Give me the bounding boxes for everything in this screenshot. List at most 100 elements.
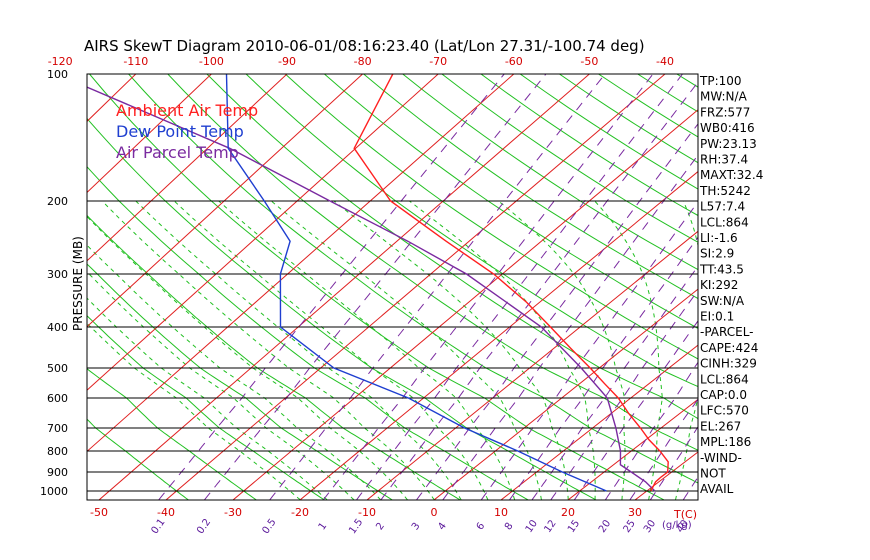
- pressure-tick-label: 200: [47, 195, 68, 208]
- sounding-index: TT:43.5: [699, 262, 744, 276]
- mixing-ratio-label: 0.2: [195, 517, 213, 536]
- moist-adiabat: [135, 200, 462, 500]
- top-temp-tick-label: -120: [48, 55, 73, 68]
- dry-adiabat: [284, 74, 698, 360]
- moist-adiabat: [173, 200, 489, 500]
- pressure-tick-label: 100: [47, 68, 68, 81]
- dry-adiabat: [87, 418, 189, 500]
- sounding-index: L57:7.4: [700, 200, 745, 214]
- dry-adiabat: [206, 74, 698, 420]
- bottom-temp-tick-label: -30: [224, 506, 242, 519]
- sounding-index: TP:100: [699, 74, 742, 88]
- moist-adiabat: [409, 200, 596, 500]
- isotherm: [165, 74, 666, 500]
- isotherm: [232, 109, 698, 500]
- sounding-index: LFC:570: [700, 404, 749, 418]
- plot-frame: [86, 73, 699, 501]
- dry-adiabat: [794, 74, 870, 500]
- sounding-index: PW:23.13: [700, 137, 757, 151]
- isotherm: [87, 74, 439, 391]
- mixing-ratio-label: 8: [503, 521, 516, 533]
- sounding-index: -PARCEL-: [700, 325, 754, 339]
- bottom-temp-tick-label: 0: [431, 506, 438, 519]
- top-temp-tick-label: -110: [123, 55, 148, 68]
- bottom-temp-tick-label: 30: [628, 506, 642, 519]
- isotherm: [98, 74, 591, 500]
- pressure-tick-label: 400: [47, 321, 68, 334]
- top-temp-tick-label: -80: [354, 55, 372, 68]
- top-temp-tick-label: -40: [656, 55, 674, 68]
- sounding-index: RH:37.4: [700, 153, 748, 167]
- isotherm: [87, 74, 288, 262]
- dry-adiabat: [87, 368, 257, 500]
- mixing-ratio-line: [442, 154, 698, 500]
- sounding-index: SW:N/A: [700, 294, 745, 308]
- dew-point-temp-line: [225, 74, 607, 492]
- dry-adiabat: [87, 314, 325, 500]
- mixing-ratio-line: [480, 200, 698, 500]
- top-temp-tick-label: -60: [505, 55, 523, 68]
- sounding-index: EI:0.1: [700, 310, 734, 324]
- mixing-ratio-line: [550, 289, 698, 500]
- sounding-index: NOT: [700, 467, 726, 481]
- mixing-ratio-label: 1: [317, 521, 330, 533]
- pressure-tick-label: 700: [47, 422, 68, 435]
- x-axis-units-label: T(C): [673, 508, 697, 521]
- mixing-ratio-units-label: (g/kg): [662, 520, 692, 531]
- isotherm: [500, 344, 698, 500]
- sounding-index: WB0:416: [700, 121, 755, 135]
- mixing-ratio-line: [629, 398, 698, 500]
- top-temp-tick-label: -90: [278, 55, 296, 68]
- moist-adiabat: [218, 200, 516, 500]
- ambient-air-temp-line: [353, 74, 669, 492]
- air-parcel-temp-line: [87, 86, 656, 492]
- mixing-ratio-label: 3: [410, 521, 423, 533]
- isotherm: [299, 170, 698, 500]
- bottom-temp-tick-label: 10: [494, 506, 508, 519]
- pressure-tick-label: 900: [47, 466, 68, 479]
- dry-adiabat: [834, 74, 870, 500]
- mixing-ratio-label: 4: [436, 521, 449, 533]
- sounding-index: KI:292: [700, 278, 738, 292]
- mixing-ratio-line: [604, 361, 698, 500]
- legend-entry: Air Parcel Temp: [116, 143, 239, 162]
- bottom-temp-tick-label: -50: [90, 506, 108, 519]
- mixing-ratio-line: [380, 81, 698, 500]
- dry-adiabat: [87, 166, 529, 500]
- mixing-ratio-line: [416, 123, 698, 500]
- bottom-temp-tick-label: 20: [561, 506, 575, 519]
- mixing-ratio-label: 6: [475, 521, 488, 533]
- legend-entry: Dew Point Temp: [116, 122, 244, 141]
- legend-entry: Ambient Air Temp: [116, 101, 258, 120]
- top-temp-tick-label: -100: [199, 55, 224, 68]
- sounding-index: CAPE:424: [700, 341, 758, 355]
- mixing-ratio-line: [158, 74, 505, 500]
- moist-adiabat: [594, 200, 663, 500]
- mixing-ratio-label: 1.5: [347, 517, 365, 536]
- sounding-index: AVAIL: [700, 482, 734, 496]
- dry-adiabat: [363, 74, 698, 300]
- isotherm: [836, 65, 870, 500]
- isotherm: [769, 65, 870, 500]
- dry-adiabat: [87, 117, 597, 500]
- mixing-ratio-label: 2: [374, 521, 387, 533]
- dry-adiabat: [480, 74, 698, 217]
- mixing-ratio-label: 20: [597, 518, 613, 535]
- mixing-ratio-label: 10: [524, 518, 540, 535]
- mixing-ratio-line: [323, 74, 654, 500]
- bottom-temp-tick-label: -10: [358, 506, 376, 519]
- sounding-index: LCL:864: [700, 215, 749, 229]
- sounding-index: MAXT:32.4: [700, 168, 763, 182]
- moist-adiabat: [675, 200, 698, 500]
- mixing-ratio-label: 0.5: [260, 517, 278, 536]
- isotherm: [87, 74, 213, 194]
- mixing-ratio-label: 12: [542, 518, 558, 535]
- top-temp-tick-label: -70: [429, 55, 447, 68]
- mixing-ratio-line: [649, 426, 698, 500]
- moist-adiabat: [87, 215, 408, 500]
- mixing-ratio-line: [356, 74, 683, 500]
- moist-adiabat: [87, 271, 355, 500]
- sounding-index: CAP:0.0: [700, 388, 747, 402]
- mixing-ratio-label: 0.1: [149, 517, 167, 536]
- sounding-index: TH:5242: [699, 184, 751, 198]
